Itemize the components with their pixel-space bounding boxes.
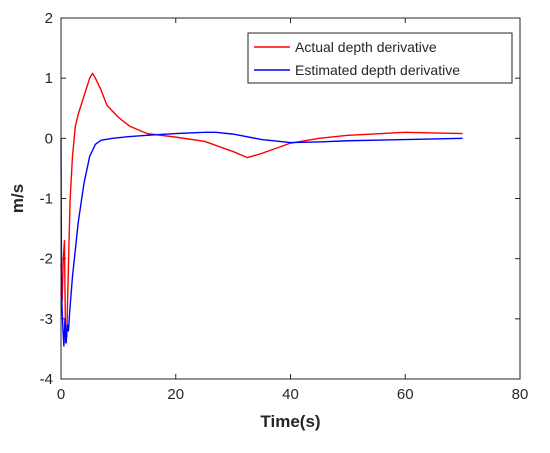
series-line-estimated <box>60 131 463 347</box>
x-tick-label: 20 <box>167 386 184 403</box>
legend-label-estimated: Estimated depth derivative <box>295 62 460 78</box>
y-tick-label: 2 <box>45 10 53 27</box>
legend-box <box>247 32 513 84</box>
x-tick-label: 80 <box>512 386 529 403</box>
legend: Actual depth derivative Estimated depth … <box>247 32 513 84</box>
y-tick-label: -1 <box>40 191 53 208</box>
x-tick-label: 0 <box>57 386 65 403</box>
y-tick-label: 0 <box>45 130 53 147</box>
plot-area <box>60 72 463 347</box>
series-line-actual <box>60 72 463 344</box>
y-tick-label: 1 <box>45 70 53 87</box>
y-axis-ticks: 2 1 0 -1 -2 -3 -4 <box>40 10 520 388</box>
axes-frame <box>60 17 521 380</box>
x-tick-label: 60 <box>397 386 414 403</box>
y-tick-label: -4 <box>40 371 53 388</box>
legend-label-actual: Actual depth derivative <box>295 39 437 55</box>
x-axis-label: Time(s) <box>260 412 320 431</box>
y-tick-label: -3 <box>40 311 53 328</box>
y-tick-label: -2 <box>40 251 53 268</box>
y-axis-label: m/s <box>8 184 27 213</box>
x-tick-label: 40 <box>282 386 299 403</box>
